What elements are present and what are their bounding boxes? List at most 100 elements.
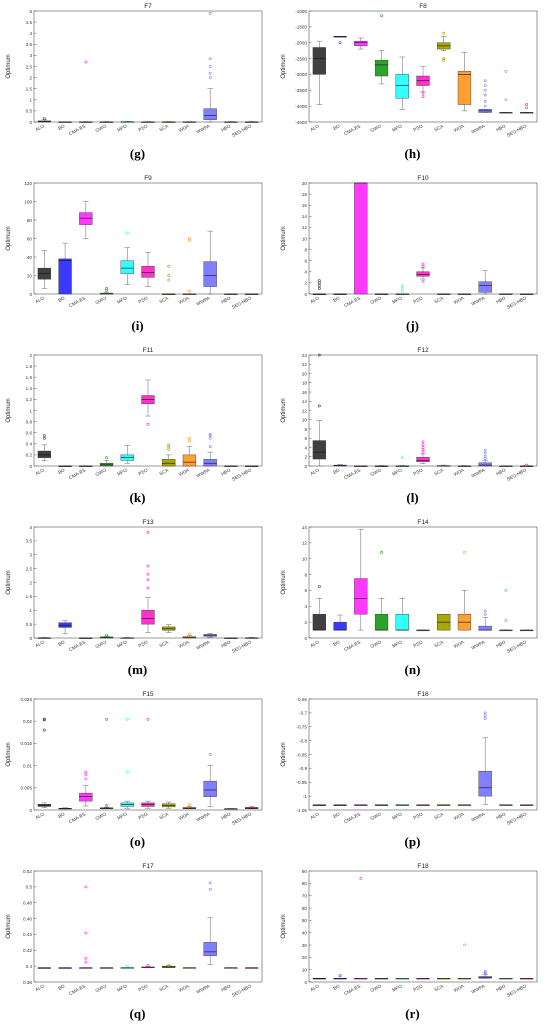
boxplot-chart: F7 Optimum 0 0.5 1 1.5 2 2.5 3 3.5 4 4.5 5 ALO BO CMA-E… (6, 3, 263, 138)
x-tick-label: MFO (391, 123, 403, 132)
y-tick-label: 1 (29, 408, 32, 413)
x-tick-label: WOA (453, 295, 466, 305)
box-woa (182, 237, 197, 296)
box-iqr (79, 792, 93, 802)
x-tick-label: WWPA (471, 811, 487, 823)
y-tick-label: 40 (302, 930, 308, 935)
box-mfo (120, 121, 134, 123)
box-wwpa (203, 11, 217, 123)
panel-caption: (g) (129, 146, 146, 161)
y-tick-label: 40 (27, 255, 33, 260)
box-sca (162, 264, 176, 296)
x-tick-label: WOA (453, 639, 466, 649)
y-tick-label: 5 (29, 9, 32, 14)
outlier-point (84, 960, 88, 964)
box-mfo (395, 804, 409, 806)
x-tick-label: SEG-HBO (231, 639, 252, 654)
box-bo (333, 36, 347, 45)
box-gwo (374, 465, 389, 468)
y-axis-label: Optimum (281, 54, 287, 78)
x-tick-label: GWO (370, 123, 383, 133)
chart-title: F14 (417, 519, 429, 526)
box-hbo (499, 589, 513, 632)
outlier-point (421, 440, 425, 444)
boxplot-chart: F16 Optimum -1.05 -1 -0.95 -0.9 -0.85 -0.8 -0.75… (281, 691, 538, 826)
box-iqr (312, 440, 326, 460)
y-tick-label: -4500 (295, 120, 307, 125)
y-tick-label: 100 (24, 199, 32, 204)
y-tick-label: -2500 (295, 56, 307, 61)
outlier-point (188, 439, 191, 443)
box-wwpa (478, 711, 492, 805)
outlier-point (208, 445, 212, 448)
y-tick-label: 1.5 (26, 594, 33, 599)
y-tick-label: 0 (29, 808, 32, 813)
box-alo (37, 250, 51, 289)
outlier-point (483, 454, 487, 458)
x-tick-label: WWPA (471, 467, 487, 479)
outlier-point (400, 287, 404, 290)
x-tick-label: WOA (453, 811, 466, 821)
box-hbo (499, 978, 513, 980)
box-woa (182, 121, 197, 123)
outlier-point (208, 881, 212, 885)
x-tick-label: PSO (138, 811, 149, 820)
box-wwpa (203, 230, 217, 295)
y-tick-label: 1 (29, 608, 32, 613)
x-tick-label: WWPA (196, 983, 212, 995)
outlier-point (421, 95, 425, 99)
y-axis-label: Optimum (6, 54, 12, 78)
outlier-point (483, 448, 487, 452)
x-tick-label: CMA-ES (68, 983, 86, 996)
y-tick-label: 14 (302, 399, 308, 404)
y-tick-label: 24 (302, 353, 308, 358)
chart-panel-f10: F10 Optimum 0 2 4 6 8 10 12 14 16 18 20 ALO BO CMA-ES GW… (275, 172, 550, 344)
x-tick-label: BO (332, 983, 341, 991)
box-gwo (374, 550, 389, 631)
y-tick-label: 22 (302, 362, 308, 367)
x-tick-label: PSO (138, 123, 149, 132)
x-tick-label: HBO (220, 123, 232, 132)
y-tick-label: 0.2 (26, 453, 33, 458)
box-bo (333, 293, 347, 296)
outlier-point (483, 714, 487, 718)
plot-area (308, 870, 538, 983)
outlier-point (338, 41, 342, 45)
outlier-point (188, 632, 191, 636)
box-mfo (120, 231, 134, 285)
box-iqr (416, 271, 430, 277)
x-tick-label: PSO (138, 983, 149, 992)
x-tick-label: SEG-HBO (231, 123, 252, 138)
outlier-point (125, 964, 129, 968)
box-woa (182, 436, 197, 467)
outlier-point (84, 956, 88, 960)
y-tick-label: -0.7 (299, 711, 307, 716)
box-pso (416, 804, 430, 806)
box-alo (312, 978, 326, 980)
x-tick-label: MFO (116, 467, 128, 476)
outlier-point (525, 106, 529, 110)
box-alo (312, 40, 326, 105)
outlier-point (105, 718, 108, 721)
box-mfo (120, 718, 134, 809)
outlier-point (483, 93, 487, 97)
y-axis-label: Optimum (281, 398, 287, 422)
box-gwo (374, 804, 389, 806)
outlier-point (400, 456, 404, 460)
y-tick-label: 2.5 (26, 64, 33, 69)
y-tick-label: -3500 (295, 88, 307, 93)
box-bo (333, 804, 347, 806)
x-tick-label: WWPA (471, 639, 487, 651)
panel-caption: (n) (404, 662, 421, 677)
y-tick-label: 6 (304, 588, 307, 593)
box-pso (141, 963, 155, 969)
y-tick-label: 4 (29, 525, 32, 530)
outlier-point (400, 284, 404, 288)
outlier-point (483, 970, 487, 973)
y-tick-label: 6 (304, 259, 307, 264)
box-wwpa (478, 270, 492, 295)
x-tick-label: MFO (116, 123, 128, 132)
outlier-point (483, 609, 487, 613)
box-hbo (224, 121, 238, 123)
y-tick-label: 18 (302, 381, 308, 386)
